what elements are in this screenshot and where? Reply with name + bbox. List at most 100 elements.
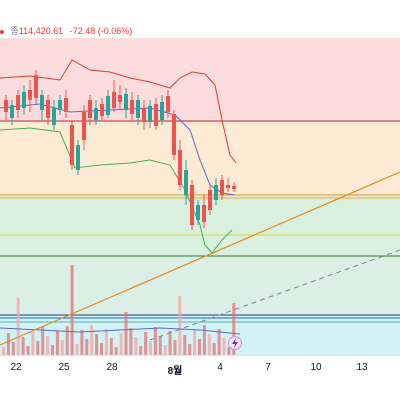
candle-body: [16, 95, 20, 110]
volume-bar: [114, 347, 118, 355]
candle-body: [136, 100, 140, 118]
close-label: 종: [10, 26, 19, 36]
volume-ma-line: [0, 327, 241, 335]
volume-bar: [222, 338, 226, 355]
candle-body: [178, 150, 182, 185]
candle-body: [34, 75, 38, 98]
volume-bar: [100, 343, 103, 355]
volume-bar: [183, 335, 187, 355]
ohlc-legend: 종114,420.61 -72.48 (-0.06%): [0, 24, 132, 37]
zone-teal: [0, 256, 400, 316]
candle-body: [10, 105, 14, 118]
volume-bar: [26, 346, 30, 355]
candle-body: [28, 90, 32, 100]
volume-bar: [158, 336, 162, 355]
volume-bar: [124, 312, 128, 355]
candle-body: [226, 185, 230, 188]
lower-band: [0, 127, 233, 254]
volume-bar: [188, 344, 192, 355]
candle-body: [94, 108, 98, 120]
volume-bar: [139, 346, 143, 355]
volume-bar: [207, 334, 211, 355]
candle-body: [190, 185, 194, 225]
volume-bar: [217, 329, 221, 355]
candle-body: [208, 190, 212, 210]
x-tick-10: 10: [310, 362, 322, 373]
candle-body: [40, 95, 44, 110]
volume-bar: [90, 325, 94, 355]
volume-bar: [168, 331, 172, 355]
volume-bar: [163, 345, 167, 355]
candle-body: [4, 100, 8, 112]
candle-body: [154, 104, 158, 126]
volume-bar: [129, 328, 133, 355]
candle-body: [22, 92, 26, 108]
candle-body: [172, 114, 176, 155]
volume-bar: [104, 329, 108, 355]
volume-bar: [227, 347, 231, 355]
volume-bar: [41, 327, 45, 355]
x-tick-4: 4: [217, 362, 223, 373]
candle-body: [148, 106, 152, 122]
candle-body: [118, 95, 122, 102]
volume-bar: [193, 330, 197, 355]
volume-bar: [95, 334, 99, 355]
candle-body: [76, 145, 80, 170]
candle-body: [220, 180, 224, 195]
x-tick-22: 22: [10, 362, 22, 373]
trendline: [0, 171, 400, 346]
change-value: -72.48 (-0.06%): [69, 26, 133, 36]
time-axis[interactable]: 22 25 28 8월 4 7 10 13: [0, 355, 400, 400]
volume-bar: [149, 341, 152, 355]
volume-bar: [55, 331, 59, 355]
volume-bar: [212, 343, 216, 355]
candle-body: [106, 96, 110, 115]
candle-body: [184, 170, 188, 195]
volume-bar: [80, 330, 84, 355]
volume-bar: [2, 347, 5, 355]
x-tick-aug: 8월: [167, 366, 183, 377]
x-tick-25: 25: [58, 362, 70, 373]
upper-band: [0, 59, 237, 164]
volume-bar: [21, 337, 25, 355]
candle-body: [214, 185, 218, 200]
x-tick-13: 13: [356, 362, 368, 373]
volume-bar: [65, 326, 69, 355]
candle-body: [160, 102, 164, 120]
candle-body: [196, 205, 200, 220]
volume-bar: [31, 332, 35, 355]
volume-bar: [144, 332, 148, 355]
volume-bar: [70, 265, 74, 355]
volume-bar: [36, 341, 40, 355]
volume-bar: [51, 345, 54, 355]
volume-bar: [198, 339, 201, 355]
candle-body: [112, 92, 116, 108]
volume-bar: [232, 303, 236, 355]
volume-bar: [85, 339, 89, 355]
volume-bar: [75, 344, 79, 355]
candle-body: [232, 186, 236, 189]
candle-body: [88, 100, 92, 118]
candle-body: [166, 96, 170, 112]
candle-body: [124, 94, 128, 110]
x-tick-28: 28: [106, 362, 118, 373]
volume-bar: [202, 325, 206, 355]
x-tick-7: 7: [265, 362, 271, 373]
volume-bar: [109, 338, 113, 355]
candle-body: [52, 108, 56, 125]
volume-bar: [119, 333, 123, 355]
candle-body: [202, 205, 206, 222]
volume-bar: [16, 298, 20, 355]
volume-bar: [46, 336, 50, 355]
volume-bar: [60, 340, 64, 355]
close-value: 114,420.61: [18, 26, 64, 36]
volume-bar: [6, 333, 10, 355]
flash-icon[interactable]: [228, 336, 242, 350]
candle-body: [58, 100, 62, 110]
series-dot-icon: [0, 29, 4, 34]
volume-bar: [153, 327, 157, 355]
volume-bar: [173, 340, 177, 355]
volume-bar: [178, 296, 182, 355]
